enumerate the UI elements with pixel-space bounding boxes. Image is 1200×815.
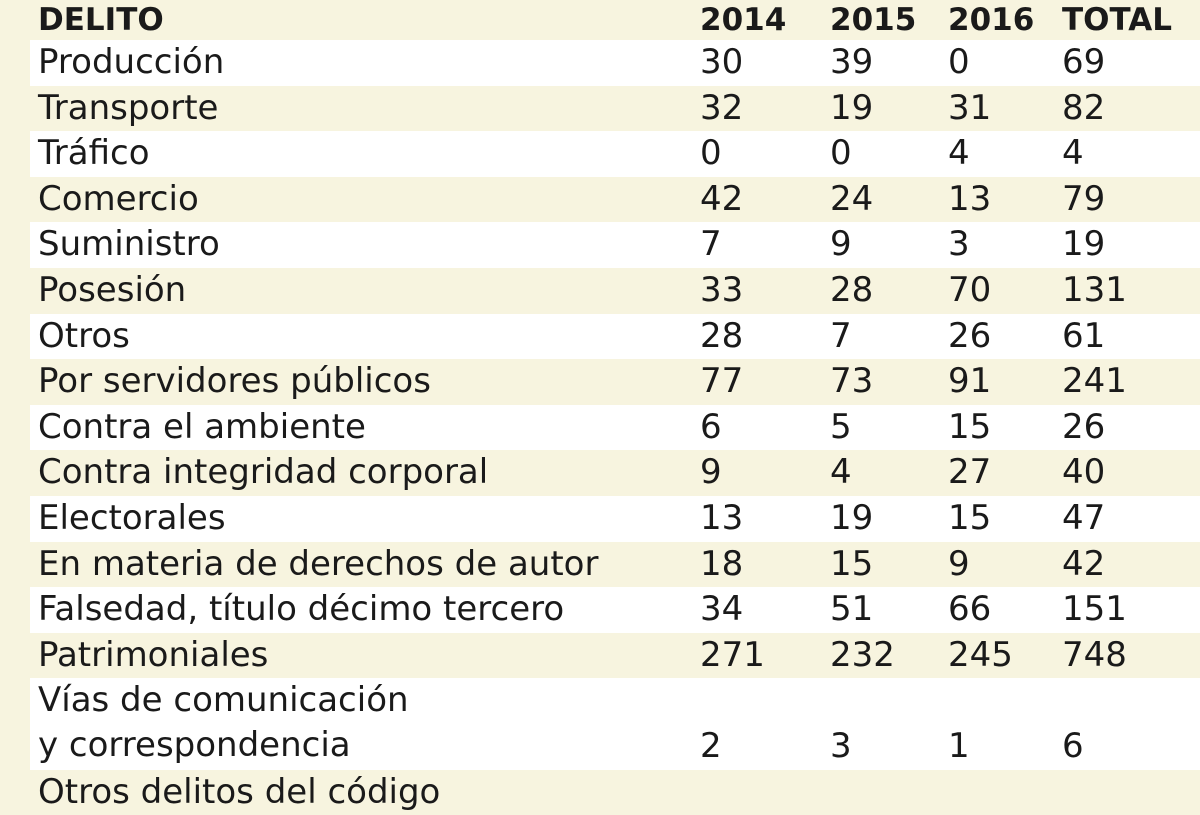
value-cell: 40 [1062, 452, 1106, 493]
value-cell: 4 [948, 133, 970, 174]
header-cell: 2016 [948, 2, 1035, 38]
value-cell: 7 [700, 224, 722, 265]
value-cell: 77 [700, 361, 744, 402]
value-cell: 18 [700, 543, 744, 584]
header-cell: 2014 [700, 2, 787, 38]
value-cell: 39 [830, 42, 874, 82]
value-cell: 151 [1062, 589, 1127, 630]
value-cell: 15 [948, 406, 992, 447]
value-cell: 61 [1062, 315, 1106, 356]
row-label: Patrimoniales [38, 634, 269, 675]
table-row: Contra integridad corporal 9 4 27 40 [30, 450, 1200, 496]
table-row: Contra el ambiente 6 5 15 26 [30, 404, 1200, 451]
table-row: Producción 30 39 0 69 [30, 40, 1200, 86]
table-row: Tráfico 0 0 4 4 [30, 131, 1200, 177]
value-cell: 79 [1062, 178, 1106, 219]
value-cell: 748 [1062, 634, 1127, 675]
value-cell: 2 [700, 725, 722, 766]
table-row: Transporte 32 19 31 82 [30, 86, 1200, 132]
value-cell: 19 [830, 87, 874, 128]
value-cell: 131 [1062, 270, 1127, 310]
header-row: DELITO 2014 2015 2016 TOTAL [30, 0, 1200, 40]
value-cell: 91 [948, 361, 992, 402]
row-label: En materia de derechos de autor [38, 543, 599, 584]
value-cell: 69 [1062, 42, 1106, 82]
value-cell: 1 [948, 725, 970, 766]
row-label: Posesión [38, 270, 187, 310]
value-cell: 42 [700, 178, 744, 219]
value-cell: 6 [700, 406, 722, 447]
row-label: Por servidores públicos [38, 361, 431, 402]
header-cell: TOTAL [1062, 2, 1172, 38]
table-row: Patrimoniales 271 232 245 748 [30, 633, 1200, 679]
value-cell: 9 [830, 224, 852, 265]
value-cell: 13 [700, 498, 744, 538]
header-cell: DELITO [38, 2, 164, 38]
value-cell: 51 [830, 589, 874, 630]
table-row: Comercio 42 24 13 79 [30, 177, 1200, 223]
value-cell: 70 [948, 270, 992, 310]
row-label: Otros [38, 315, 130, 356]
row-label: Falsedad, título décimo tercero [38, 589, 565, 630]
header-cell: 2015 [830, 2, 917, 38]
value-cell: 3 [830, 725, 852, 766]
value-cell: 232 [830, 634, 895, 675]
row-label: Electorales [38, 498, 226, 538]
table-row: Posesión 33 28 70 131 [30, 268, 1200, 314]
value-cell: 33 [700, 270, 744, 310]
row-label: Suministro [38, 224, 220, 265]
value-cell: 19 [830, 498, 874, 538]
value-cell: 7 [830, 315, 852, 356]
value-cell: 73 [830, 361, 874, 402]
value-cell: 82 [1062, 87, 1106, 128]
row-label: Vías de comunicación y correspondencia [38, 680, 409, 766]
table-row: Por servidores públicos 77 73 91 241 [30, 359, 1200, 405]
row-label: Comercio [38, 178, 199, 219]
value-cell: 5 [830, 406, 852, 447]
value-cell: 32 [700, 87, 744, 128]
table-row: En materia de derechos de autor 18 15 9 42 [30, 542, 1200, 588]
value-cell: 15 [948, 498, 992, 538]
value-cell: 28 [830, 270, 874, 310]
value-cell: 19 [1062, 224, 1106, 265]
value-cell: 66 [948, 589, 992, 630]
row-label: Transporte [38, 87, 219, 128]
value-cell: 34 [700, 589, 744, 630]
value-cell: 15 [830, 543, 874, 584]
value-cell: 0 [948, 42, 970, 82]
value-cell: 26 [948, 315, 992, 356]
value-cell: 13 [948, 178, 992, 219]
table-row: Vías de comunicación y correspondencia 2 3… [30, 678, 1200, 770]
value-cell: 42 [1062, 543, 1106, 584]
value-cell: 245 [948, 634, 1013, 675]
value-cell: 26 [1062, 406, 1106, 447]
value-cell: 0 [830, 133, 852, 174]
value-cell: 47 [1062, 498, 1106, 538]
row-label: Tráfico [38, 133, 150, 174]
table-row: Otros delitos del código [30, 770, 1200, 815]
table-row: Falsedad, título décimo tercero 34 51 66 151 [30, 587, 1200, 633]
value-cell: 6 [1062, 725, 1084, 766]
row-label: Contra el ambiente [38, 406, 366, 447]
table-row: Suministro 7 9 3 19 [30, 222, 1200, 268]
value-cell: 4 [1062, 133, 1084, 174]
value-cell: 24 [830, 178, 874, 219]
value-cell: 30 [700, 42, 744, 82]
row-label: Contra integridad corporal [38, 452, 489, 493]
table-row: Electorales 13 19 15 47 [30, 496, 1200, 542]
row-label: Producción [38, 42, 225, 82]
value-cell: 3 [948, 224, 970, 265]
value-cell: 31 [948, 87, 992, 128]
row-label: Otros delitos del código [38, 771, 441, 812]
value-cell: 9 [948, 543, 970, 584]
value-cell: 271 [700, 634, 765, 675]
value-cell: 241 [1062, 361, 1127, 402]
table-row: Otros 28 7 26 61 [30, 313, 1200, 360]
value-cell: 27 [948, 452, 992, 493]
value-cell: 9 [700, 452, 722, 493]
value-cell: 4 [830, 452, 852, 493]
value-cell: 28 [700, 315, 744, 356]
value-cell: 0 [700, 133, 722, 174]
